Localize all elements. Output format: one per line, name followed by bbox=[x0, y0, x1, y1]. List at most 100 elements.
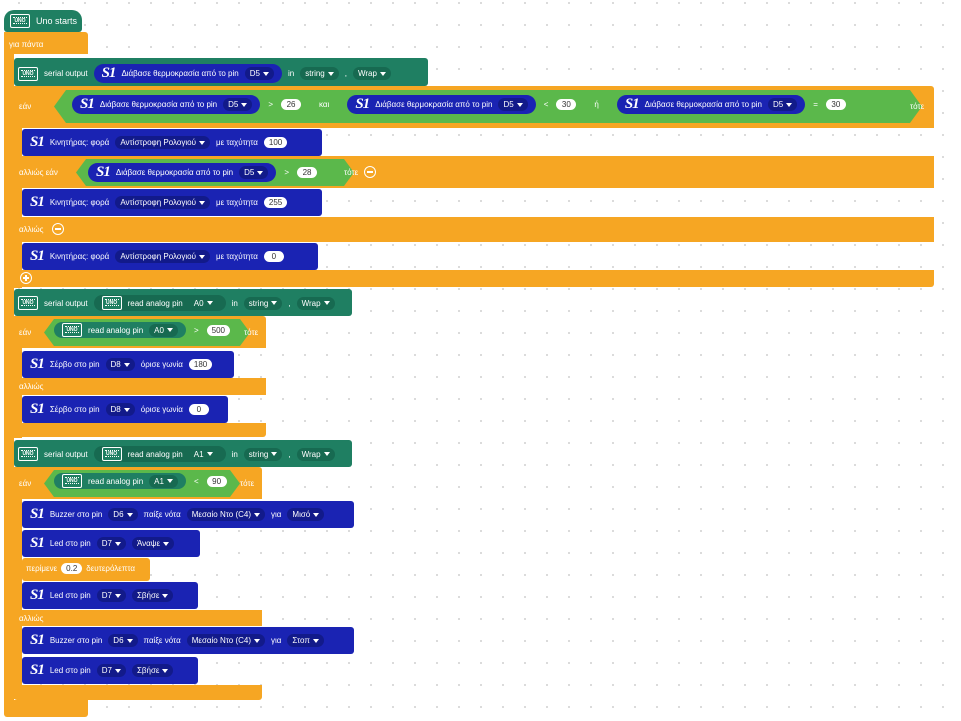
remove-branch-icon[interactable] bbox=[364, 166, 376, 178]
state-dropdown[interactable]: Άναψε bbox=[131, 537, 175, 550]
else-if-section[interactable]: αλλιώς εάν S1 Διάβασε θερμοκρασία από το… bbox=[14, 156, 934, 188]
pin-dropdown[interactable]: D5 bbox=[223, 98, 253, 111]
uno-board-icon: UNO bbox=[62, 474, 82, 488]
pin-dropdown[interactable]: A0 bbox=[188, 296, 218, 310]
if-label: εάν bbox=[19, 479, 32, 488]
s1-icon: S1 bbox=[30, 134, 45, 150]
read-analog-block[interactable]: UNO read analog pin A1 bbox=[93, 446, 226, 462]
else-if-label: αλλιώς εάν bbox=[19, 168, 58, 177]
led-block[interactable]: S1 Led στο pin D7 Σβήσε bbox=[22, 657, 198, 684]
mode-dropdown[interactable]: Wrap bbox=[296, 447, 335, 461]
then-label: τότε bbox=[344, 168, 359, 177]
pin-dropdown[interactable]: D8 bbox=[105, 403, 135, 416]
s1-icon: S1 bbox=[624, 96, 640, 112]
read-analog-block[interactable]: UNO read analog pin A0 bbox=[93, 295, 226, 311]
duration-dropdown[interactable]: Μισό bbox=[287, 508, 325, 521]
pin-dropdown[interactable]: D5 bbox=[244, 67, 274, 80]
format-dropdown[interactable]: string bbox=[243, 296, 283, 310]
forever-label: για πάντα bbox=[9, 40, 44, 49]
s1-icon: S1 bbox=[30, 356, 45, 372]
read-temp-block[interactable]: S1 Διάβασε θερμοκρασία από το pin D5 bbox=[93, 64, 282, 83]
hat-label: Uno starts bbox=[36, 16, 78, 26]
note-dropdown[interactable]: Μεσαίο Ντο (C4) bbox=[186, 508, 266, 521]
servo-block[interactable]: S1 Σέρβο στο pin D8 όρισε γωνία 0 bbox=[22, 396, 228, 423]
state-dropdown[interactable]: Σβήσε bbox=[131, 589, 174, 602]
add-branch-icon[interactable] bbox=[20, 272, 32, 284]
serial-output-block[interactable]: UNO serial output UNO read analog pin A1… bbox=[14, 440, 352, 467]
pin-dropdown[interactable]: D5 bbox=[767, 98, 798, 111]
duration-dropdown[interactable]: Στοπ bbox=[287, 634, 324, 647]
pin-dropdown[interactable]: D5 bbox=[239, 166, 269, 179]
read-temp-block[interactable]: S1 Διάβασε θερμοκρασία από το pin D5 bbox=[72, 95, 261, 114]
s1-icon: S1 bbox=[30, 632, 45, 648]
read-temp-block[interactable]: S1 Διάβασε θερμοκρασία από το pin D5 bbox=[347, 95, 536, 114]
speed-input[interactable]: 255 bbox=[263, 197, 288, 208]
s1-icon: S1 bbox=[30, 535, 45, 551]
led-block[interactable]: S1 Led στο pin D7 Σβήσε bbox=[22, 582, 198, 609]
format-dropdown[interactable]: string bbox=[243, 447, 283, 461]
buzzer-block[interactable]: S1 Buzzer στο pin D6 παίξε νότα Μεσαίο Ν… bbox=[22, 501, 354, 528]
pin-dropdown[interactable]: A0 bbox=[149, 323, 178, 337]
pin-dropdown[interactable]: D7 bbox=[96, 589, 126, 602]
pin-dropdown[interactable]: D6 bbox=[108, 508, 138, 521]
pin-dropdown[interactable]: A1 bbox=[188, 447, 218, 461]
read-temp-block[interactable]: S1 Διάβασε θερμοκρασία από το pin D5 bbox=[616, 95, 806, 114]
uno-board-icon: UNO bbox=[18, 66, 38, 81]
else-section[interactable]: αλλιώς bbox=[14, 217, 934, 242]
else-section[interactable]: αλλιώς bbox=[14, 378, 266, 395]
if-arm bbox=[14, 499, 22, 699]
angle-input[interactable]: 0 bbox=[188, 404, 209, 415]
direction-dropdown[interactable]: Αντίστροφη Ρολογιού bbox=[115, 196, 210, 209]
servo-block[interactable]: S1 Σέρβο στο pin D8 όρισε γωνία 180 bbox=[22, 351, 234, 378]
forever-loop[interactable]: για πάντα bbox=[4, 32, 88, 54]
uno-board-icon: UNO bbox=[10, 14, 30, 28]
angle-input[interactable]: 180 bbox=[188, 359, 213, 370]
else-label: αλλιώς bbox=[19, 225, 44, 234]
motor-block[interactable]: S1 Κινητήρας: φορά Αντίστροφη Ρολογιού μ… bbox=[22, 243, 318, 270]
value-input[interactable]: 30 bbox=[556, 99, 577, 110]
direction-dropdown[interactable]: Αντίστροφη Ρολογιού bbox=[115, 136, 210, 149]
s1-icon: S1 bbox=[30, 401, 45, 417]
pin-dropdown[interactable]: D6 bbox=[108, 634, 138, 647]
if-block[interactable]: εάν UNO read analog pin A0 > 500 τότε bbox=[14, 316, 266, 348]
s1-icon: S1 bbox=[355, 96, 370, 112]
then-label: τότε bbox=[244, 328, 259, 337]
speed-input[interactable]: 0 bbox=[263, 251, 284, 262]
speed-input[interactable]: 100 bbox=[263, 137, 288, 148]
value-input[interactable]: 90 bbox=[206, 475, 227, 487]
mode-dropdown[interactable]: Wrap bbox=[352, 67, 391, 80]
read-temp-block[interactable]: S1 Διάβασε θερμοκρασία από το pin D5 bbox=[88, 163, 277, 182]
wait-input[interactable]: 0.2 bbox=[61, 563, 83, 574]
remove-branch-icon[interactable] bbox=[52, 223, 64, 235]
state-dropdown[interactable]: Σβήσε bbox=[131, 664, 174, 677]
if-block[interactable]: εάν UNO read analog pin A1 < 90 τότε bbox=[14, 467, 262, 499]
value-input[interactable]: 30 bbox=[825, 99, 846, 110]
motor-block[interactable]: S1 Κινητήρας: φορά Αντίστροφη Ρολογιού μ… bbox=[22, 129, 322, 156]
read-analog-block[interactable]: UNO read analog pin A0 bbox=[54, 322, 186, 338]
else-section[interactable]: αλλιώς bbox=[14, 610, 262, 626]
format-dropdown[interactable]: string bbox=[300, 67, 339, 80]
serial-output-block[interactable]: UNO serial output S1 Διάβασε θερμοκρασία… bbox=[14, 58, 428, 86]
uno-board-icon: UNO bbox=[18, 296, 38, 310]
uno-starts-hat[interactable]: UNO Uno starts bbox=[4, 10, 82, 32]
note-dropdown[interactable]: Μεσαίο Ντο (C4) bbox=[186, 634, 266, 647]
mode-dropdown[interactable]: Wrap bbox=[296, 296, 335, 310]
pin-dropdown[interactable]: D7 bbox=[96, 664, 126, 677]
led-block[interactable]: S1 Led στο pin D7 Άναψε bbox=[22, 530, 200, 557]
wait-block[interactable]: περίμενε 0.2 δευτερόλεπτα bbox=[22, 558, 150, 581]
then-label: τότε bbox=[910, 102, 925, 111]
value-input[interactable]: 500 bbox=[206, 324, 230, 336]
motor-block[interactable]: S1 Κινητήρας: φορά Αντίστροφη Ρολογιού μ… bbox=[22, 189, 322, 216]
pin-dropdown[interactable]: D8 bbox=[105, 358, 135, 371]
pin-dropdown[interactable]: A1 bbox=[149, 474, 178, 488]
s1-icon: S1 bbox=[101, 65, 117, 81]
value-input[interactable]: 26 bbox=[281, 99, 302, 110]
read-analog-block[interactable]: UNO read analog pin A1 bbox=[54, 473, 186, 489]
if-block[interactable]: εάν S1 Διάβασε θερμοκρασία από το pin D5… bbox=[14, 86, 934, 128]
pin-dropdown[interactable]: D5 bbox=[498, 98, 528, 111]
pin-dropdown[interactable]: D7 bbox=[96, 537, 126, 550]
value-input[interactable]: 28 bbox=[297, 167, 318, 178]
buzzer-block[interactable]: S1 Buzzer στο pin D6 παίξε νότα Μεσαίο Ν… bbox=[22, 627, 354, 654]
serial-output-block[interactable]: UNO serial output UNO read analog pin A0… bbox=[14, 289, 352, 316]
direction-dropdown[interactable]: Αντίστροφη Ρολογιού bbox=[115, 250, 210, 263]
